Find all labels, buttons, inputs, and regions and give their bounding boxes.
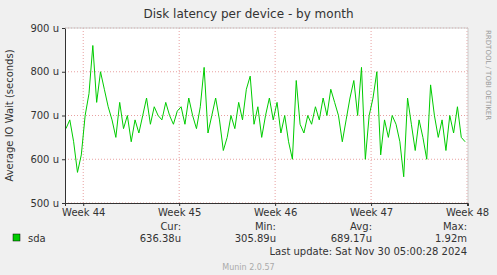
tick-label: 500 u	[30, 198, 59, 209]
legend-label: sda	[28, 233, 46, 244]
y-axis-title: Average IO Wait (seconds)	[4, 49, 15, 181]
frame	[65, 28, 468, 29]
x-axis: Week 44 Week 45 Week 46 Week 47 Week 48	[62, 203, 489, 218]
x-axis-line	[66, 204, 469, 207]
tick-mark	[371, 203, 372, 206]
grid-line	[65, 71, 468, 72]
tick-label: 800 u	[30, 66, 59, 77]
tick-mark	[62, 28, 65, 29]
tick-label: 900 u	[30, 23, 59, 34]
tick: Week 44	[62, 203, 105, 218]
tick-mark	[275, 203, 276, 206]
tick: 600 u	[30, 154, 65, 165]
y-axis: 500 u 600 u 700 u 800 u 900 u	[30, 23, 65, 209]
stat-header: Max:	[443, 221, 467, 232]
tick: 500 u	[30, 198, 65, 209]
tick: Week 47	[350, 203, 393, 218]
legend: Cur: Min: Avg: Max: sda 636.38u 305.89u 689.17u…	[13, 221, 467, 257]
tick-label: Week 44	[62, 207, 105, 218]
grid-line	[83, 28, 84, 203]
chart: Disk latency per device - by month Averag…	[0, 0, 497, 275]
grid-line	[65, 159, 468, 160]
grid-line	[275, 28, 276, 203]
tick-mark	[62, 203, 65, 204]
grid	[65, 28, 468, 203]
grid-line	[467, 28, 468, 203]
tick-mark	[467, 203, 468, 206]
background	[0, 0, 497, 275]
stat-header: Cur:	[160, 221, 181, 232]
stat-value: 636.38u	[140, 233, 181, 244]
tick-label: 700 u	[30, 110, 59, 121]
watermark: RRDTOOL / TOBI OETIKER	[484, 30, 492, 120]
last-update: Last update: Sat Nov 30 05:00:28 2024	[269, 246, 467, 257]
series-group	[66, 46, 465, 177]
tick: Week 48	[446, 203, 489, 218]
stat-header: Min:	[255, 221, 276, 232]
stat-value: 689.17u	[331, 233, 372, 244]
tick: 800 u	[30, 66, 65, 77]
title: Disk latency per device - by month	[143, 7, 353, 21]
grid-line	[65, 28, 468, 29]
tick: 900 u	[30, 23, 65, 34]
tick: Week 46	[254, 203, 297, 218]
legend-swatch	[13, 234, 20, 241]
tick-label: 600 u	[30, 154, 59, 165]
grid-line	[65, 115, 468, 116]
grid-line	[371, 28, 372, 203]
tick: 700 u	[30, 110, 65, 121]
frame	[468, 28, 469, 203]
tick-mark	[62, 72, 65, 73]
stat-value: 305.89u	[235, 233, 276, 244]
tick-mark	[62, 159, 65, 160]
stat-header: Avg:	[350, 221, 372, 232]
tick-mark	[179, 203, 180, 206]
tick-label: Week 45	[158, 207, 201, 218]
data-line	[66, 46, 465, 177]
plot-area	[65, 28, 468, 203]
stat-value: 1.92m	[435, 233, 467, 244]
y-axis-line	[62, 29, 66, 204]
tick: Week 45	[158, 203, 201, 218]
footer: Munin 2.0.57	[222, 263, 274, 272]
tick-label: Week 47	[350, 207, 393, 218]
grid-line	[179, 28, 180, 203]
tick-mark	[62, 116, 65, 117]
tick-mark	[83, 203, 84, 206]
tick-label: Week 46	[254, 207, 297, 218]
tick-label: Week 48	[446, 207, 489, 218]
